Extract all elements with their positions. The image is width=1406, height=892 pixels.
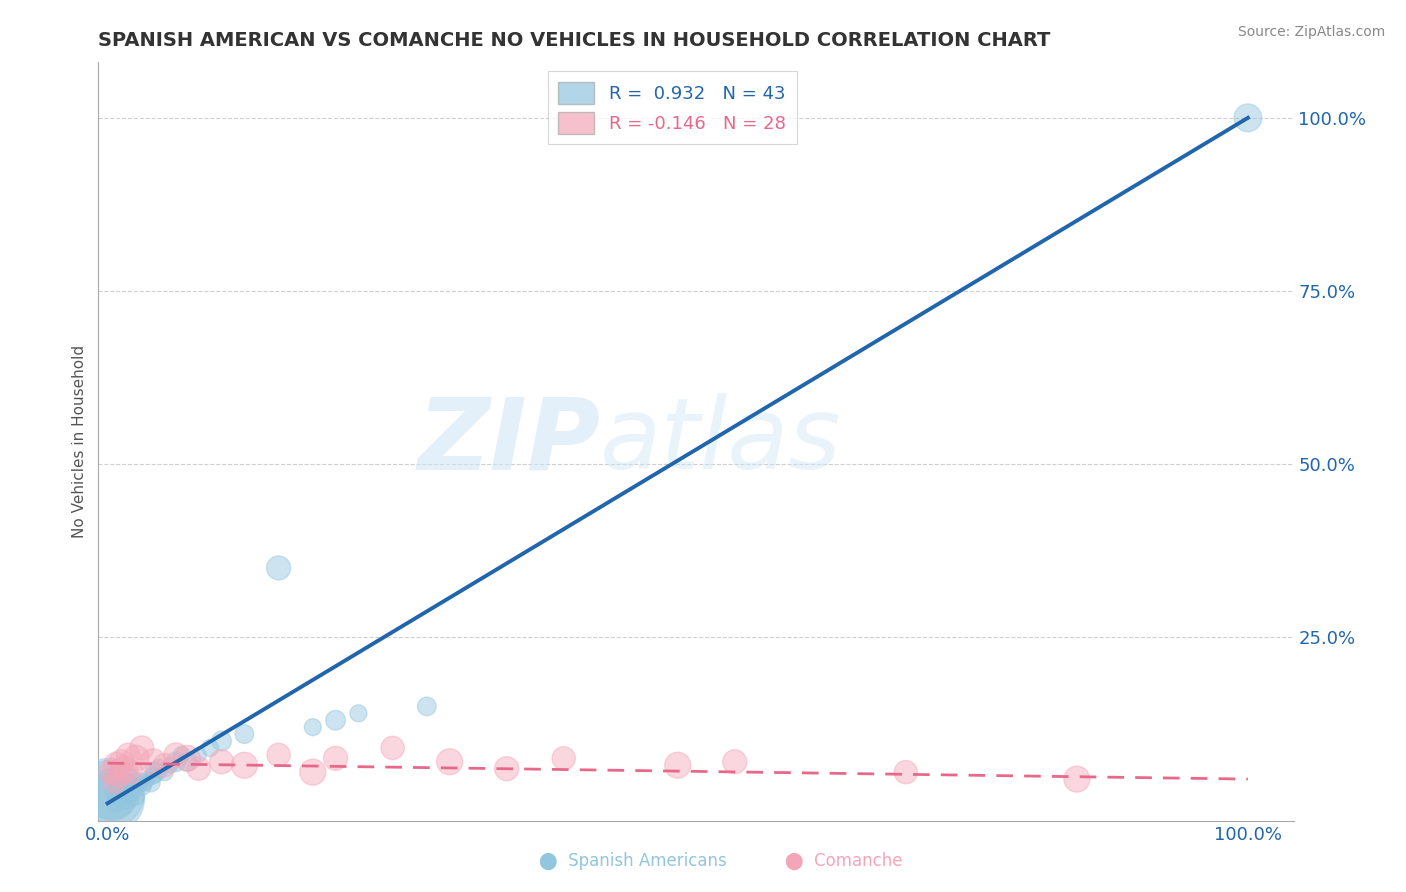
Point [98,786,121,800]
Point [112,789,135,804]
Point [110,755,132,769]
Point [100,765,122,780]
Legend: R =  0.932   N = 43, R = -0.146   N = 28: R = 0.932 N = 43, R = -0.146 N = 28 [547,71,797,145]
Point [165,747,187,762]
Point [495,762,517,776]
Point [127,775,149,789]
Point [416,699,439,714]
Point [105,789,128,804]
Point [267,747,290,762]
Text: Source: ZipAtlas.com: Source: ZipAtlas.com [1237,25,1385,39]
Point [132,775,155,789]
Point [120,782,142,797]
Point [301,765,323,780]
Point [301,720,323,734]
Point [176,755,198,769]
Point [125,789,148,804]
Point [159,758,181,772]
Point [381,740,404,755]
Point [100,782,122,797]
Point [666,758,689,772]
Point [187,747,209,762]
Point [145,765,167,780]
Point [233,758,256,772]
Point [170,747,193,762]
Point [118,789,141,804]
Point [1237,111,1260,125]
Point [1066,772,1088,786]
Point [176,751,198,765]
Point [107,786,129,800]
Point [198,740,221,755]
Point [267,561,290,575]
Point [136,772,159,786]
Point [117,786,139,800]
Point [114,793,136,807]
Point [142,755,165,769]
Point [347,706,370,721]
Point [111,786,134,800]
Point [233,727,256,741]
Point [114,782,136,797]
Point [553,751,575,765]
Point [131,779,153,793]
Point [105,758,128,772]
Point [148,762,170,776]
Point [187,762,209,776]
Point [121,786,143,800]
Text: ⬤  Spanish Americans: ⬤ Spanish Americans [538,852,727,870]
Text: SPANISH AMERICAN VS COMANCHE NO VEHICLES IN HOUSEHOLD CORRELATION CHART: SPANISH AMERICAN VS COMANCHE NO VEHICLES… [98,30,1050,50]
Point [108,782,131,797]
Point [439,755,461,769]
Point [153,765,176,780]
Point [142,769,165,783]
Point [153,758,176,772]
Y-axis label: No Vehicles in Household: No Vehicles in Household [72,345,87,538]
Point [894,765,917,780]
Text: ZIP: ZIP [418,393,600,490]
Point [724,755,747,769]
Point [131,740,153,755]
Point [325,751,347,765]
Point [101,789,124,804]
Point [104,797,127,811]
Point [165,755,187,769]
Point [103,793,125,807]
Point [125,751,148,765]
Point [117,747,139,762]
Point [110,793,132,807]
Point [325,713,347,727]
Point [139,775,162,789]
Text: ⬤  Comanche: ⬤ Comanche [785,852,903,870]
Point [108,789,131,804]
Point [211,755,233,769]
Point [103,786,125,800]
Point [120,765,142,780]
Point [108,769,131,783]
Point [114,762,136,776]
Text: atlas: atlas [600,393,842,490]
Point [211,734,233,748]
Point [103,775,125,789]
